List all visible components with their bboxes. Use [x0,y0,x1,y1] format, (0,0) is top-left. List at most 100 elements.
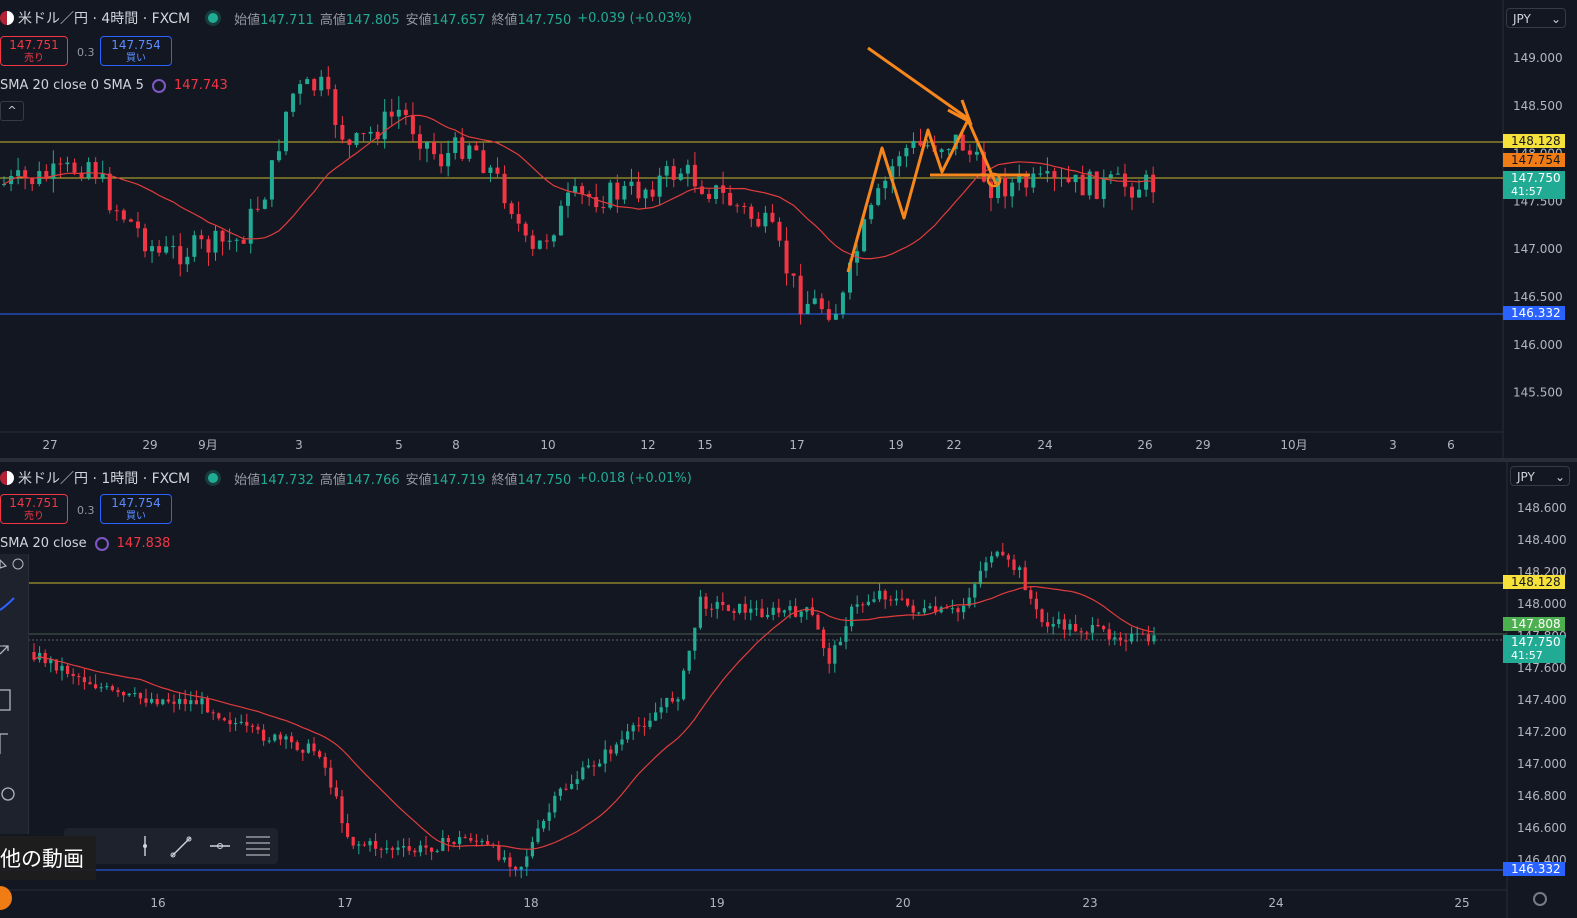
chevron-down-icon: ⌄ [1554,470,1565,484]
ohlc-values: 始値147.732 高値147.766 安値147.719 終値147.750 [234,469,577,488]
candle-body [128,219,133,222]
market-open-icon [208,473,219,483]
symbol-title[interactable]: 米ドル／円 · 4時間 · FXCM [18,11,191,27]
candle-body [603,749,607,764]
countdown-label: 41:57 [1511,649,1543,662]
vertical-line-icon[interactable] [143,836,147,856]
candle-body [1087,171,1092,196]
candle-body [99,687,103,689]
candle-body [284,736,288,740]
candle-body [460,137,465,159]
arrow-tool-icon[interactable] [0,645,9,655]
price-plot-1h[interactable]: 148.600148.400148.200148.000147.800147.6… [0,462,1577,918]
candle-body [32,652,36,660]
indicator-name: SMA 20 close [0,536,87,551]
price-tick-label: 148.600 [1517,501,1567,515]
candle-body [939,607,943,613]
candle-body [869,204,874,220]
candle-body [551,235,556,242]
candle-body [791,273,796,276]
indicator-legend[interactable]: SMA 20 close 0 SMA 5 147.743 [0,78,228,93]
price-tick-label: 147.600 [1517,661,1567,675]
horizontal-ray-icon[interactable] [210,843,230,849]
collapse-legend-button[interactable]: ^ [0,101,24,121]
currency-select[interactable]: JPY ⌄ [1506,8,1566,28]
candle-body [1057,619,1061,624]
buy-button[interactable]: 147.754 買い [100,494,172,524]
currency-select[interactable]: JPY ⌄ [1510,466,1570,486]
ohlc-key: 終値 [491,472,518,488]
candle-body [1079,631,1083,633]
circle-icon[interactable] [1,787,15,801]
time-tick-label: 23 [1082,896,1097,910]
candle-body [396,109,401,117]
candle-body [833,645,837,664]
indicator-legend[interactable]: SMA 20 close 147.838 [0,536,170,551]
text-tool-icon[interactable] [0,733,8,754]
candle-body [833,314,838,320]
price-tick-label: 146.800 [1517,789,1567,803]
candle-body [805,303,810,315]
time-tick-label: 19 [709,896,724,910]
fib-levels-icon[interactable] [246,836,270,856]
cursor-icon[interactable] [0,558,24,570]
buy-button[interactable]: 147.754 買い [100,36,172,66]
candle-body [319,76,324,91]
ohlc-values: 始値147.711 高値147.805 安値147.657 終値147.750 [234,9,577,28]
chart-pane-1h[interactable]: 148.600148.400148.200148.000147.800147.6… [0,462,1577,918]
sell-button[interactable]: 147.751 売り [0,36,68,66]
candle-body [1006,555,1010,560]
candle-body [749,206,754,219]
candle-body [396,847,400,850]
symbol-title[interactable]: 米ドル／円 · 1時間 · FXCM [18,471,191,487]
candle-body [770,212,775,222]
candle-body [637,725,641,727]
candle-body [86,162,91,178]
candle-body [594,197,599,208]
candle-body [678,173,683,180]
countdown-label: 41:57 [1511,185,1543,198]
candle-body [838,641,842,646]
candle-body [974,151,979,155]
candle-body [978,570,982,585]
candle-body [430,847,434,852]
price-tag: 146.332 [1503,862,1565,876]
rectangle-icon[interactable] [0,689,11,711]
candle-body [1146,634,1150,642]
trend-line-icon[interactable] [170,836,192,858]
candle-body [357,844,361,846]
candle-body [1115,173,1120,175]
candle-body [185,256,190,265]
candle-body [361,133,366,135]
candle-body [580,186,585,194]
ohlc-key: 始値 [234,472,261,488]
drawing-toolbar [0,554,29,834]
candle-body [164,246,169,253]
sell-label: 売り [24,53,44,64]
candle-body [911,605,915,613]
sell-button[interactable]: 147.751 売り [0,494,68,524]
candle-body [911,140,916,148]
candle-body [710,608,714,610]
other-videos-button[interactable]: 他の動画 [0,836,96,880]
candle-body [446,837,450,843]
symbol-header: 米ドル／円 · 1時間 · FXCM 始値147.732 高値147.766 安値1… [0,468,692,488]
logo-icon[interactable] [0,886,12,910]
candle-body [276,151,281,161]
candle-body [410,114,415,135]
price-tag: 147.750 41:57 [1503,171,1565,199]
candle-body [1012,559,1016,570]
candle-body [788,606,792,611]
chart-pane-4h[interactable]: 149.000148.500148.000147.500147.000146.5… [0,0,1577,458]
settings-gear-icon[interactable] [1533,892,1547,906]
time-tick-label: 19 [888,438,903,452]
candle-body [525,856,529,867]
pane-divider[interactable] [0,458,1577,462]
trendline-icon[interactable] [0,597,15,611]
candle-body [382,111,387,140]
candle-body [262,199,267,209]
price-plot-4h[interactable]: 149.000148.500148.000147.500147.000146.5… [0,0,1577,458]
price-tick-label: 149.000 [1513,51,1563,65]
candle-body [200,698,204,705]
candle-body [553,795,557,813]
